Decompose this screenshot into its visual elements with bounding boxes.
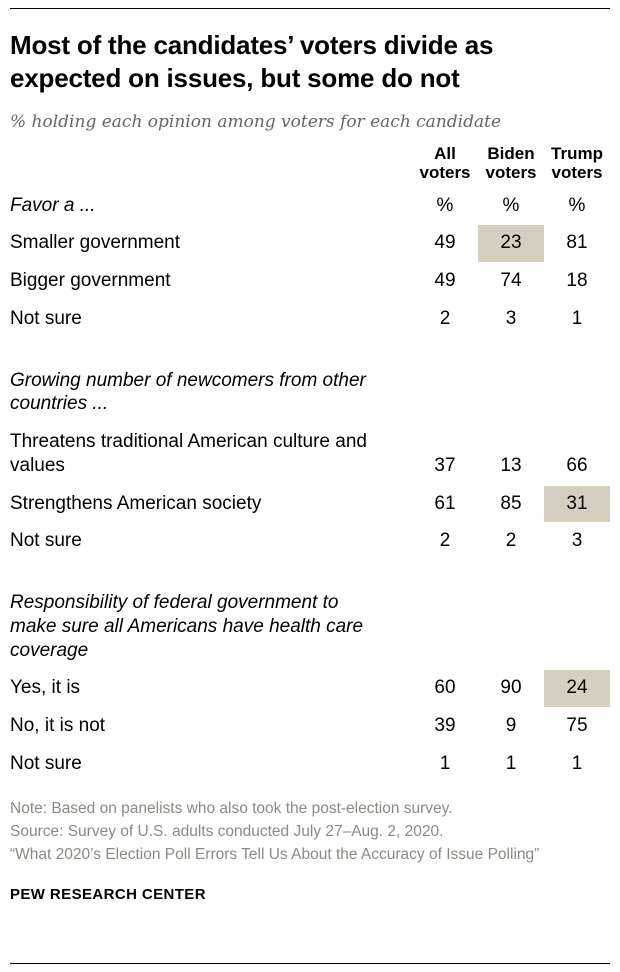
data-table: All voters Biden voters Trump voters Fav… — [10, 144, 610, 783]
cell-biden: 3 — [505, 307, 517, 329]
cell-trump: 3 — [571, 530, 583, 552]
row-label: Not sure — [10, 530, 82, 552]
cell-biden: 1 — [505, 752, 517, 774]
table-row: Threatens traditional American culture a… — [10, 423, 610, 485]
cell-trump: 81 — [566, 232, 588, 254]
section-label: Growing number of newcomers from other c… — [10, 369, 366, 415]
row-label: No, it is not — [10, 715, 106, 737]
bottom-rule — [10, 963, 610, 964]
unit-percent: % — [568, 194, 586, 216]
row-label: Not sure — [10, 307, 82, 329]
section-label: Favor a ... — [10, 194, 96, 216]
table-row: No, it is not 39 9 75 — [10, 707, 610, 745]
row-label: Threatens traditional American culture a… — [10, 431, 367, 476]
cell-trump: 1 — [571, 752, 583, 774]
table-row: Bigger government 49 74 18 — [10, 262, 610, 300]
table-row: Smaller government 49 23 81 — [10, 224, 610, 263]
cell-trump: 24 — [544, 670, 610, 708]
row-label: Smaller government — [10, 232, 181, 254]
cell-trump: 31 — [544, 485, 610, 523]
page-title: Most of the candidates’ voters divide as… — [10, 30, 494, 94]
cell-biden: 90 — [500, 677, 522, 699]
cell-all: 61 — [434, 492, 456, 514]
note-line: Note: Based on panelists who also took t… — [10, 799, 453, 817]
row-label: Not sure — [10, 752, 82, 774]
cell-all: 37 — [434, 454, 456, 476]
cell-trump: 18 — [566, 270, 588, 292]
cell-all: 2 — [439, 307, 451, 329]
cell-biden: 13 — [500, 454, 522, 476]
table-row: Not sure 2 2 3 — [10, 522, 610, 560]
cell-all: 49 — [434, 232, 456, 254]
cell-biden: 2 — [505, 530, 517, 552]
section-label: Responsibility of federal government to … — [10, 592, 364, 661]
section-header-favor: Favor a ... % % % — [10, 187, 610, 225]
report-title-line: “What 2020’s Election Poll Errors Tell U… — [10, 846, 540, 864]
cell-biden: 74 — [500, 270, 522, 292]
column-header-spacer — [10, 171, 412, 185]
cell-trump: 1 — [571, 307, 583, 329]
cell-all: 49 — [434, 270, 456, 292]
cell-trump: 75 — [566, 715, 588, 737]
column-header-all-voters: All voters — [419, 143, 471, 182]
cell-all: 39 — [434, 715, 456, 737]
cell-trump: 66 — [566, 454, 588, 476]
unit-percent: % — [502, 194, 520, 216]
table-row: Yes, it is 60 90 24 — [10, 669, 610, 708]
cell-biden: 23 — [478, 225, 544, 263]
row-label: Strengthens American society — [10, 492, 262, 514]
source-line: Source: Survey of U.S. adults conducted … — [10, 822, 444, 840]
row-label: Bigger government — [10, 270, 171, 292]
table-row: Strengthens American society 61 85 31 — [10, 485, 610, 523]
pew-research-center-wordmark: PEW RESEARCH CENTER — [10, 886, 206, 904]
cell-biden: 9 — [505, 715, 517, 737]
cell-all: 60 — [434, 677, 456, 699]
column-header-biden-voters: Biden voters — [485, 143, 537, 182]
table-row: Not sure 2 3 1 — [10, 300, 610, 338]
top-rule — [10, 8, 610, 9]
cell-all: 1 — [439, 752, 451, 774]
cell-biden: 85 — [500, 492, 522, 514]
unit-percent: % — [436, 194, 454, 216]
table-row: Not sure 1 1 1 — [10, 745, 610, 783]
cell-all: 2 — [439, 530, 451, 552]
column-headers: All voters Biden voters Trump voters — [10, 144, 610, 185]
page-subtitle: % holding each opinion among voters for … — [10, 111, 501, 132]
footnotes: Note: Based on panelists who also took t… — [10, 797, 610, 867]
column-header-trump-voters: Trump voters — [551, 143, 603, 182]
row-label: Yes, it is — [10, 677, 81, 699]
